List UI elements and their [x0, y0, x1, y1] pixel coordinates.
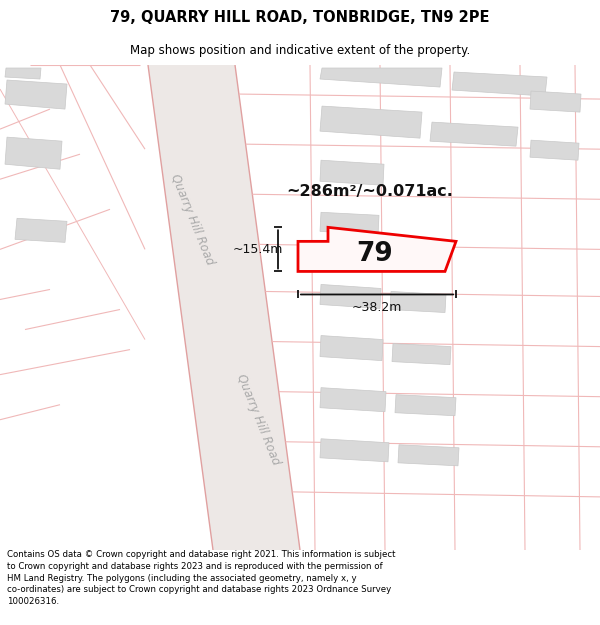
Text: ~38.2m: ~38.2m: [352, 301, 402, 314]
Polygon shape: [320, 68, 442, 87]
Text: Quarry Hill Road: Quarry Hill Road: [234, 372, 282, 467]
Polygon shape: [320, 160, 384, 185]
Polygon shape: [298, 228, 456, 271]
Polygon shape: [148, 65, 300, 550]
Polygon shape: [5, 137, 62, 169]
Text: Map shows position and indicative extent of the property.: Map shows position and indicative extent…: [130, 44, 470, 56]
Polygon shape: [320, 439, 389, 462]
Polygon shape: [392, 344, 451, 364]
Polygon shape: [430, 122, 518, 146]
Text: 79: 79: [356, 241, 394, 268]
Text: 79, QUARRY HILL ROAD, TONBRIDGE, TN9 2PE: 79, QUARRY HILL ROAD, TONBRIDGE, TN9 2PE: [110, 10, 490, 25]
Polygon shape: [320, 284, 381, 309]
Polygon shape: [320, 336, 383, 361]
Text: ~15.4m: ~15.4m: [233, 243, 283, 256]
Polygon shape: [5, 68, 41, 79]
Polygon shape: [15, 218, 67, 242]
Polygon shape: [5, 80, 67, 109]
Polygon shape: [320, 388, 386, 412]
Polygon shape: [530, 140, 579, 160]
Polygon shape: [395, 394, 456, 416]
Text: ~286m²/~0.071ac.: ~286m²/~0.071ac.: [287, 184, 454, 199]
Polygon shape: [398, 445, 459, 466]
Polygon shape: [452, 72, 547, 96]
Polygon shape: [530, 91, 581, 112]
Text: Contains OS data © Crown copyright and database right 2021. This information is : Contains OS data © Crown copyright and d…: [7, 550, 396, 606]
Polygon shape: [390, 291, 446, 312]
Text: Quarry Hill Road: Quarry Hill Road: [168, 172, 216, 267]
Polygon shape: [320, 106, 422, 138]
Polygon shape: [320, 213, 379, 236]
